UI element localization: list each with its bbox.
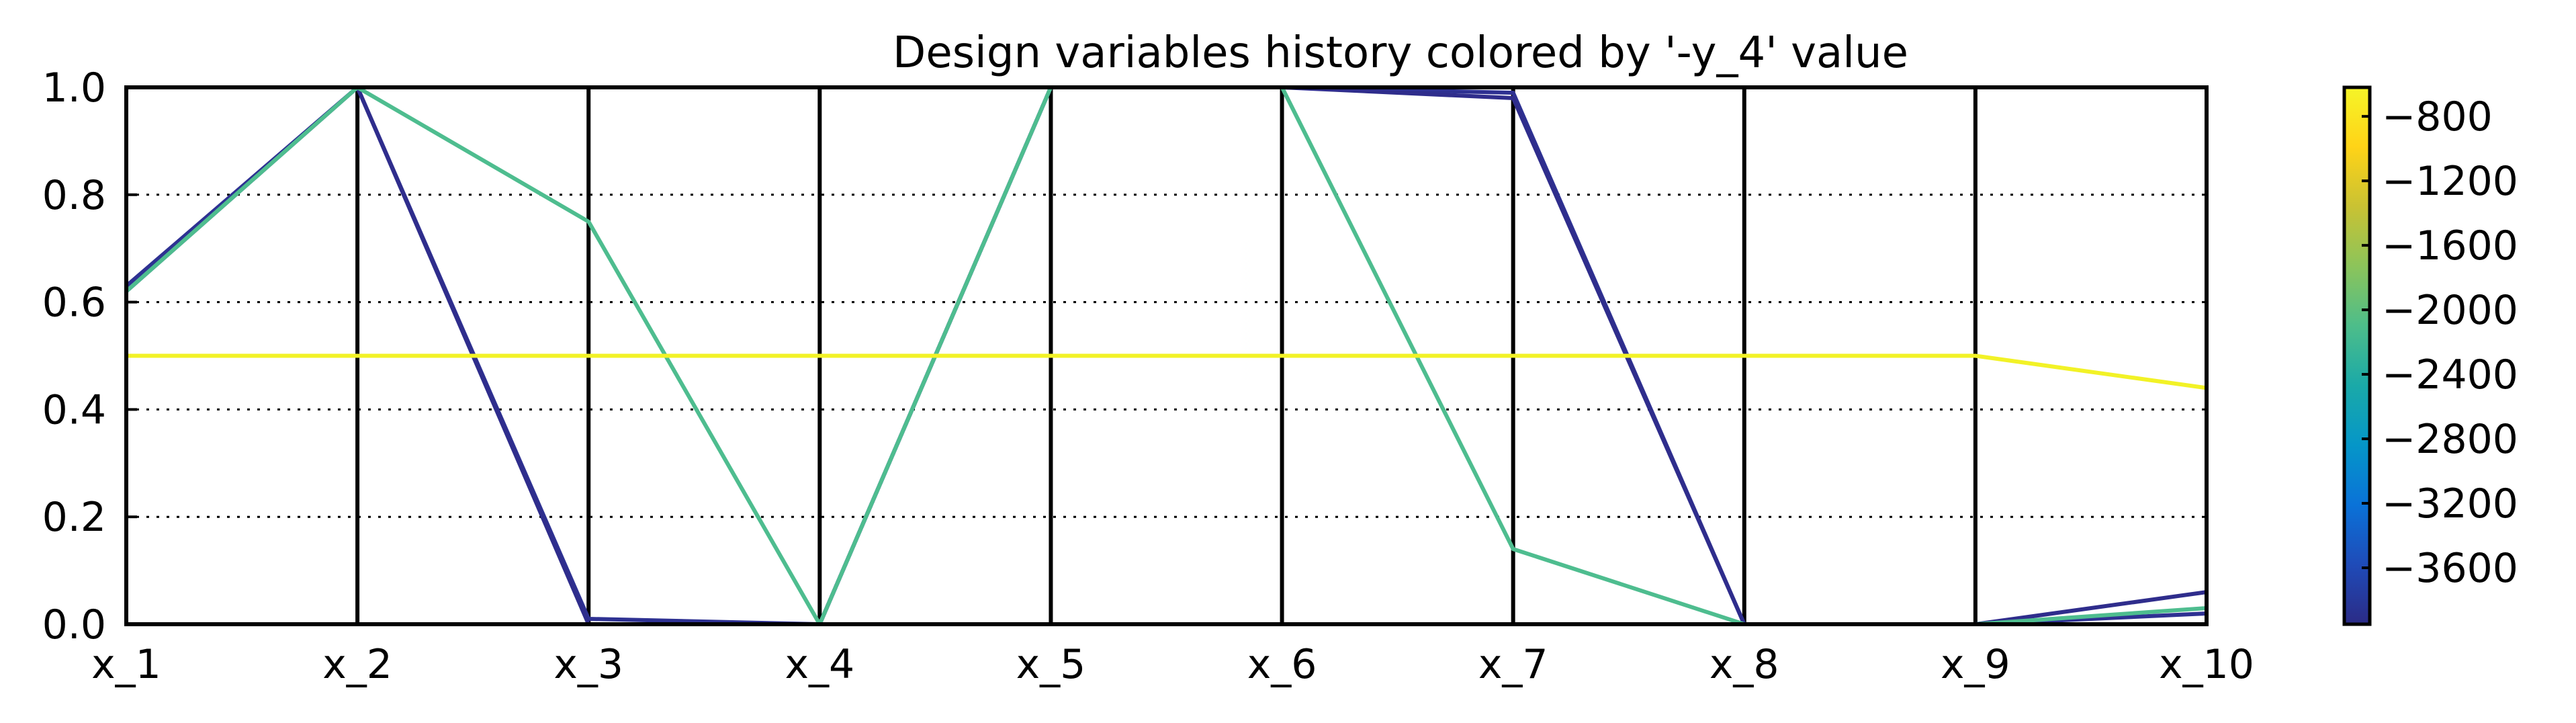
colorbar-tick-label-3: −2000	[2382, 287, 2518, 334]
colorbar-gradient	[2342, 85, 2372, 626]
xtick-label-x_9: x_9	[1941, 641, 2010, 688]
ytick-label-3: 0.6	[42, 280, 106, 327]
xtick-label-x_7: x_7	[1478, 641, 1548, 688]
colorbar-tick-label-6: −3200	[2382, 480, 2518, 527]
ytick-label-2: 0.4	[42, 386, 106, 433]
xtick-label-x_5: x_5	[1016, 641, 1086, 688]
xtick-label-x_8: x_8	[1709, 641, 1779, 688]
xtick-label-x_3: x_3	[553, 641, 623, 688]
grid-layer	[126, 194, 2207, 518]
ytick-label-1: 0.2	[42, 494, 106, 541]
xtick-label-x_1: x_1	[91, 641, 161, 688]
xtick-layer: x_1 x_2 x_3 x_4 x_5 x_6 x_7 x_8 x_9 x_10	[91, 641, 2254, 688]
chart-title: Design variables history colored by '-y_…	[893, 28, 1908, 78]
xtick-label-x_4: x_4	[785, 641, 854, 688]
colorbar: −800 −1200 −1600 −2000 −2400 −2800 −3200 −3600	[2342, 85, 2518, 626]
xtick-label-x_2: x_2	[322, 641, 392, 688]
series-line-3	[126, 353, 2207, 390]
xtick-label-x_6: x_6	[1247, 641, 1317, 688]
series-layer	[125, 85, 2207, 626]
colorbar-tick-label-7: −3600	[2382, 545, 2518, 592]
ytick-label-5: 1.0	[42, 65, 106, 112]
colorbar-tick-label-1: −1200	[2382, 158, 2518, 205]
xtick-label-x_10: x_10	[2159, 641, 2254, 688]
ytick-label-0: 0.0	[42, 601, 106, 648]
colorbar-tick-label-0: −800	[2382, 93, 2493, 140]
colorbar-tick-label-5: −2800	[2382, 416, 2518, 463]
plot-frame	[124, 85, 2209, 626]
ytick-label-4: 0.8	[42, 172, 106, 219]
colorbar-tick-label-4: −2400	[2382, 351, 2518, 398]
ytick-layer: 0.0 0.2 0.4 0.6 0.8 1.0	[42, 65, 137, 648]
colorbar-tick-label-2: −1600	[2382, 222, 2518, 269]
